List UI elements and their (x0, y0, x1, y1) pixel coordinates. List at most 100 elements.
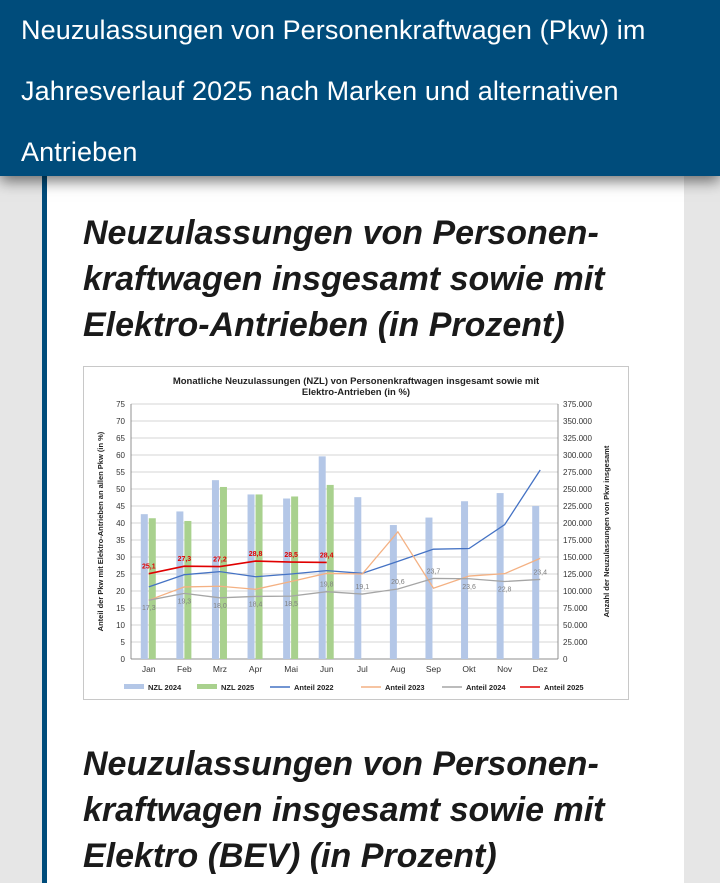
data-label: 25,1 (142, 564, 156, 571)
y-left-tick-label: 75 (116, 400, 125, 409)
y-left-tick-label: 5 (121, 638, 126, 647)
data-label: 28,8 (249, 551, 263, 558)
x-tick-label: Aug (390, 664, 405, 674)
x-tick-label: Feb (177, 664, 192, 674)
y-left-tick-label: 25 (116, 570, 125, 579)
bar (211, 480, 219, 659)
x-tick-label: Sep (426, 664, 441, 674)
y-right-tick-label: 200.000 (563, 519, 592, 528)
bar (148, 518, 156, 659)
x-tick-label: Nov (497, 664, 513, 674)
legend-swatch (197, 684, 217, 689)
y-right-tick-label: 225.000 (563, 502, 592, 511)
x-tick-label: Mrz (213, 664, 227, 674)
chart-svg: Monatliche Neuzulassungen (NZL) von Pers… (96, 376, 611, 692)
content-area: Neuzulassungen von Personen- kraftwagen … (42, 176, 684, 883)
data-label: 27,3 (178, 556, 192, 563)
section-title-line: Neuzulassungen von Personen- (83, 214, 599, 252)
y-right-tick-label: 25.000 (563, 638, 588, 647)
chart-title: Elektro-Antrieben (in %) (302, 387, 410, 398)
data-label: 23,6 (462, 584, 476, 591)
y-right-tick-label: 300.000 (563, 451, 592, 460)
data-label: 18,4 (249, 601, 263, 608)
chart-title: Monatliche Neuzulassungen (NZL) von Pers… (173, 376, 540, 387)
y-left-tick-label: 35 (116, 536, 125, 545)
series-line (148, 530, 541, 601)
y-right-tick-label: 175.000 (563, 536, 592, 545)
data-label: 28,4 (320, 552, 334, 559)
bar (389, 525, 397, 659)
bar (291, 496, 299, 659)
legend-label: Anteil 2022 (294, 683, 334, 692)
section-title-line: Elektro (BEV) (in Prozent) (83, 837, 497, 875)
x-tick-label: Apr (249, 664, 262, 674)
y-right-tick-label: 100.000 (563, 587, 592, 596)
bar (496, 493, 504, 659)
data-label: 27,2 (213, 557, 227, 564)
bar (532, 506, 540, 659)
bar (354, 497, 362, 659)
legend-label: Anteil 2024 (466, 683, 506, 692)
x-tick-label: Okt (462, 664, 476, 674)
data-label: 19,8 (320, 582, 334, 589)
section-title-bev: Neuzulassungen von Personen- kraftwagen … (83, 741, 605, 879)
y-right-tick-label: 325.000 (563, 434, 592, 443)
legend-label: NZL 2024 (148, 683, 182, 692)
series-line (148, 577, 541, 601)
data-label: 20,6 (391, 579, 405, 586)
section-title-line: Elektro-Antrieben (in Prozent) (83, 306, 565, 344)
series-line (148, 560, 327, 575)
section-title-line: kraftwagen insgesamt sowie mit (83, 791, 605, 829)
data-label: 19,1 (355, 584, 369, 591)
y-left-tick-label: 55 (116, 468, 125, 477)
y-left-tick-label: 40 (116, 519, 125, 528)
bar (176, 511, 184, 659)
x-tick-label: Mai (284, 664, 298, 674)
data-label: 17,3 (142, 605, 156, 612)
data-label: 18,0 (213, 603, 227, 610)
y-right-tick-label: 350.000 (563, 417, 592, 426)
y-right-tick-label: 150.000 (563, 553, 592, 562)
y-left-tick-label: 15 (116, 604, 125, 613)
bar (461, 501, 469, 659)
legend-label: NZL 2025 (221, 683, 254, 692)
y-left-tick-label: 0 (121, 655, 126, 664)
section-title-elektro: Neuzulassungen von Personen- kraftwagen … (83, 210, 605, 348)
data-label: 23,4 (533, 569, 547, 576)
y-left-tick-label: 60 (116, 451, 125, 460)
bar (184, 520, 192, 659)
x-tick-label: Dez (533, 664, 548, 674)
bar (283, 498, 291, 659)
section-title-line: kraftwagen insgesamt sowie mit (83, 260, 605, 298)
y-right-axis-label: Anzahl der Neuzulassungen von Pkw insges… (602, 445, 611, 617)
y-left-tick-label: 10 (116, 621, 125, 630)
y-right-tick-label: 250.000 (563, 485, 592, 494)
x-tick-label: Jan (142, 664, 156, 674)
data-label: 22,8 (498, 586, 512, 593)
y-left-axis-label: Anteil der Pkw mit Elektro-Antrieben an … (96, 431, 105, 631)
legend-swatch (124, 684, 144, 689)
y-left-tick-label: 45 (116, 502, 125, 511)
page-header: Neuzulassungen von Personenkraftwagen (P… (0, 0, 720, 176)
data-label: 18,5 (284, 601, 298, 608)
bar (318, 456, 326, 659)
bar (219, 486, 227, 659)
y-left-tick-label: 70 (116, 417, 125, 426)
y-right-tick-label: 75.000 (563, 604, 588, 613)
data-label: 23,7 (427, 568, 441, 575)
y-left-tick-label: 65 (116, 434, 125, 443)
page-title: Neuzulassungen von Personenkraftwagen (P… (21, 15, 646, 167)
chart-image: Monatliche Neuzulassungen (NZL) von Pers… (83, 366, 629, 700)
y-right-tick-label: 50.000 (563, 621, 588, 630)
y-right-tick-label: 125.000 (563, 570, 592, 579)
y-right-tick-label: 375.000 (563, 400, 592, 409)
x-tick-label: Jul (357, 664, 368, 674)
y-right-tick-label: 0 (563, 655, 568, 664)
data-label: 19,3 (178, 598, 192, 605)
bar (425, 517, 433, 659)
bar (140, 514, 148, 659)
bar (326, 484, 334, 659)
section-title-line: Neuzulassungen von Personen- (83, 745, 599, 783)
y-left-tick-label: 20 (116, 587, 125, 596)
x-tick-label: Jun (320, 664, 334, 674)
